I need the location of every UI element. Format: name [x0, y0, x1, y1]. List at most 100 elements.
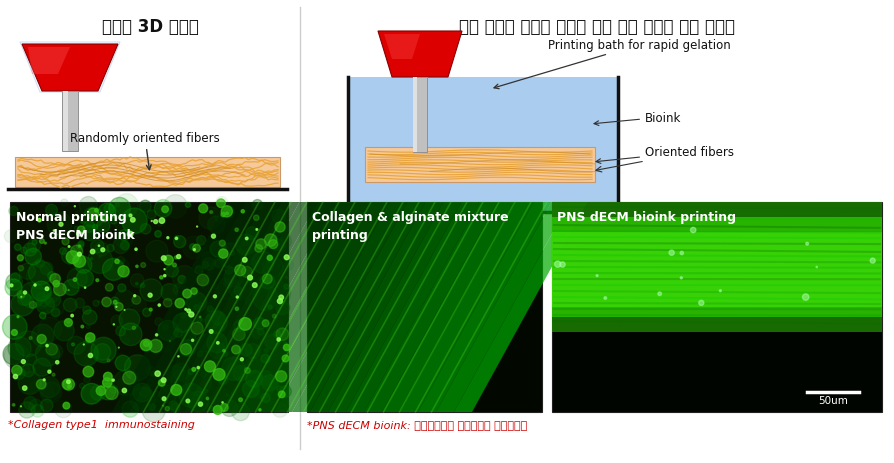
Circle shape [113, 354, 126, 367]
Circle shape [197, 275, 208, 286]
Polygon shape [310, 202, 443, 412]
Circle shape [262, 375, 278, 391]
Circle shape [257, 371, 273, 386]
Circle shape [179, 383, 203, 407]
Circle shape [261, 355, 270, 363]
Circle shape [272, 210, 286, 224]
Circle shape [39, 380, 61, 401]
Circle shape [84, 377, 90, 383]
Circle shape [20, 264, 36, 280]
Circle shape [267, 256, 273, 261]
Text: Oriented fibers: Oriented fibers [596, 146, 734, 164]
Circle shape [242, 277, 260, 294]
Circle shape [188, 390, 190, 392]
Circle shape [119, 309, 139, 330]
Circle shape [209, 330, 213, 334]
Circle shape [52, 374, 55, 376]
Circle shape [139, 201, 151, 213]
Circle shape [115, 194, 138, 217]
Circle shape [147, 210, 156, 219]
Circle shape [214, 295, 216, 298]
Circle shape [71, 315, 73, 317]
Circle shape [190, 288, 198, 295]
Circle shape [106, 245, 114, 252]
Circle shape [236, 296, 239, 299]
Bar [10, 202, 288, 412]
Circle shape [260, 275, 274, 289]
Circle shape [162, 206, 168, 213]
Circle shape [226, 213, 229, 215]
Circle shape [221, 206, 232, 218]
Circle shape [198, 207, 222, 230]
Circle shape [230, 251, 234, 256]
Circle shape [196, 334, 215, 352]
Circle shape [171, 370, 193, 393]
Circle shape [163, 405, 164, 407]
Circle shape [263, 365, 266, 368]
Circle shape [83, 221, 95, 233]
Circle shape [81, 325, 84, 328]
Circle shape [17, 291, 25, 299]
Circle shape [151, 372, 156, 376]
Circle shape [166, 265, 178, 277]
Circle shape [194, 305, 198, 310]
Circle shape [158, 380, 165, 386]
Circle shape [74, 206, 75, 207]
Circle shape [215, 259, 224, 268]
Circle shape [59, 223, 63, 227]
Circle shape [210, 344, 229, 363]
Circle shape [18, 364, 30, 376]
Polygon shape [166, 202, 299, 412]
Text: Collagen & alginate mixture
printing: Collagen & alginate mixture printing [312, 211, 509, 242]
Circle shape [118, 284, 126, 292]
Circle shape [173, 329, 182, 338]
Circle shape [221, 404, 228, 412]
Circle shape [99, 383, 115, 400]
Circle shape [241, 210, 244, 213]
Circle shape [174, 236, 179, 240]
Circle shape [219, 250, 228, 259]
Circle shape [117, 375, 139, 398]
Circle shape [164, 256, 173, 265]
Circle shape [232, 403, 249, 421]
Polygon shape [220, 202, 353, 412]
Circle shape [88, 249, 113, 274]
Circle shape [690, 228, 696, 233]
Circle shape [28, 239, 40, 252]
Circle shape [73, 278, 77, 282]
Circle shape [173, 363, 190, 381]
Bar [552, 218, 882, 317]
Circle shape [31, 282, 51, 301]
Circle shape [199, 317, 201, 318]
Circle shape [169, 341, 171, 342]
Bar [15, 158, 280, 188]
Circle shape [239, 318, 251, 331]
Circle shape [123, 338, 130, 344]
Text: *Collagen type1  immunostaining: *Collagen type1 immunostaining [8, 419, 195, 429]
Circle shape [18, 266, 23, 271]
Circle shape [90, 250, 95, 254]
Circle shape [173, 263, 176, 267]
Circle shape [75, 257, 92, 274]
Bar [348, 78, 618, 213]
Circle shape [215, 197, 228, 209]
Circle shape [111, 316, 122, 327]
Circle shape [9, 207, 18, 216]
Circle shape [115, 204, 119, 207]
Circle shape [63, 280, 79, 296]
Circle shape [83, 367, 94, 377]
Circle shape [94, 344, 111, 361]
Circle shape [235, 307, 239, 311]
Circle shape [207, 397, 208, 400]
Circle shape [82, 310, 97, 325]
Text: PNS dECM bioink printing: PNS dECM bioink printing [557, 211, 736, 224]
Circle shape [263, 275, 272, 284]
Circle shape [273, 278, 279, 284]
Circle shape [88, 209, 98, 220]
Circle shape [197, 318, 202, 323]
Polygon shape [184, 202, 317, 412]
Circle shape [162, 256, 166, 261]
Circle shape [87, 325, 89, 329]
Circle shape [68, 385, 71, 388]
Circle shape [252, 283, 257, 288]
